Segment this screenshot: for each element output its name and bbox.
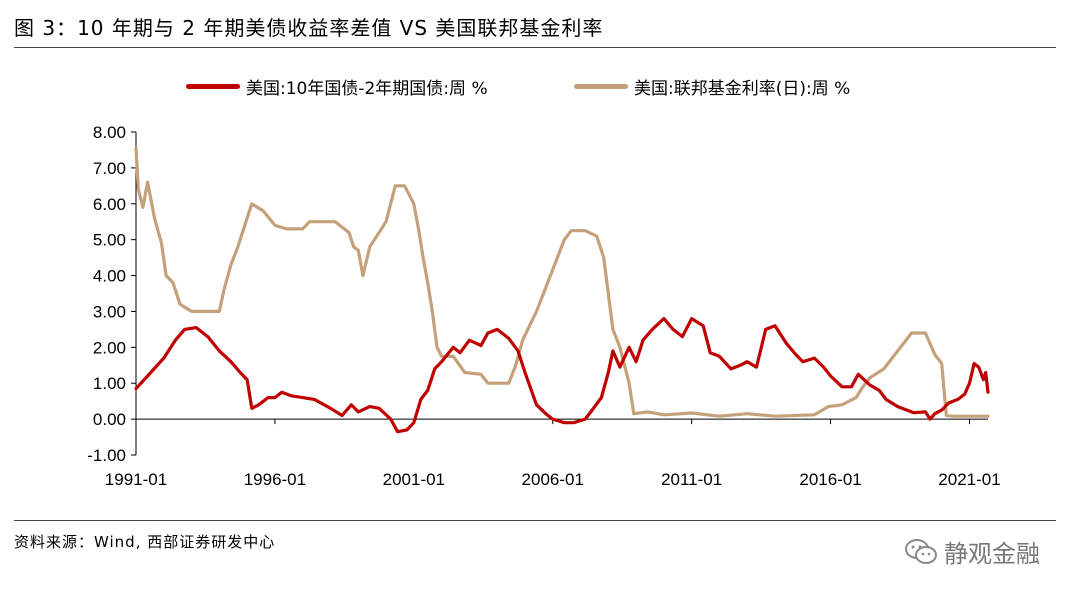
series-line-spread	[134, 317, 990, 434]
y-tick-label: 3.00	[93, 302, 126, 321]
chart-legend: 美国:10年国债-2年期国债:周 % 美国:联邦基金利率(日):周 %	[0, 74, 1080, 99]
chart-axes: 8.00 7.00 6.00 5.00 4.00 3.00 2.00 1.00 0.00 -1.0…	[87, 123, 1000, 489]
line-chart: 8.00 7.00 6.00 5.00 4.00 3.00 2.00 1.00 0.00 -1.0…	[87, 123, 1000, 489]
y-tick-label: 6.00	[93, 195, 126, 214]
title-divider	[14, 47, 1056, 48]
source-note: 资料来源：Wind, 西部证券研发中心	[14, 533, 276, 551]
watermark: 静观金融	[904, 534, 1040, 569]
x-tick-label: 2016-01	[799, 470, 861, 489]
legend-swatch-spread	[186, 84, 240, 89]
y-tick-label: 7.00	[93, 159, 126, 178]
x-tick-label: 2006-01	[522, 470, 584, 489]
x-tick-label: 2001-01	[383, 470, 445, 489]
legend-label-fed-funds: 美国:联邦基金利率(日):周 %	[634, 79, 851, 99]
source-divider	[14, 520, 1056, 521]
legend-item-fed-funds: 美国:联邦基金利率(日):周 %	[574, 74, 850, 99]
legend-label-spread: 美国:10年国债-2年期国债:周 %	[246, 79, 488, 99]
x-tick-label: 1996-01	[244, 470, 306, 489]
series-line-fed-funds	[134, 146, 990, 418]
figure-title: 图 3：10 年期与 2 年期美债收益率差值 VS 美国联邦基金利率	[14, 16, 604, 40]
x-tick-label: 1991-01	[105, 470, 167, 489]
watermark-text: 静观金融	[944, 540, 1040, 568]
wechat-icon	[905, 538, 937, 564]
y-tick-label: 5.00	[93, 231, 126, 250]
y-tick-label: 1.00	[93, 374, 126, 393]
y-tick-label: 0.00	[93, 410, 126, 429]
x-tick-label: 2011-01	[661, 470, 722, 489]
chart-series	[134, 146, 990, 434]
x-tick-label: 2021-01	[938, 470, 1000, 489]
y-tick-label: 4.00	[93, 267, 126, 286]
y-tick-label: 8.00	[93, 123, 126, 142]
y-tick-label: -1.00	[87, 446, 126, 465]
legend-swatch-fed-funds	[574, 84, 628, 89]
y-tick-label: 2.00	[93, 338, 126, 357]
legend-item-spread: 美国:10年国债-2年期国债:周 %	[186, 74, 488, 99]
